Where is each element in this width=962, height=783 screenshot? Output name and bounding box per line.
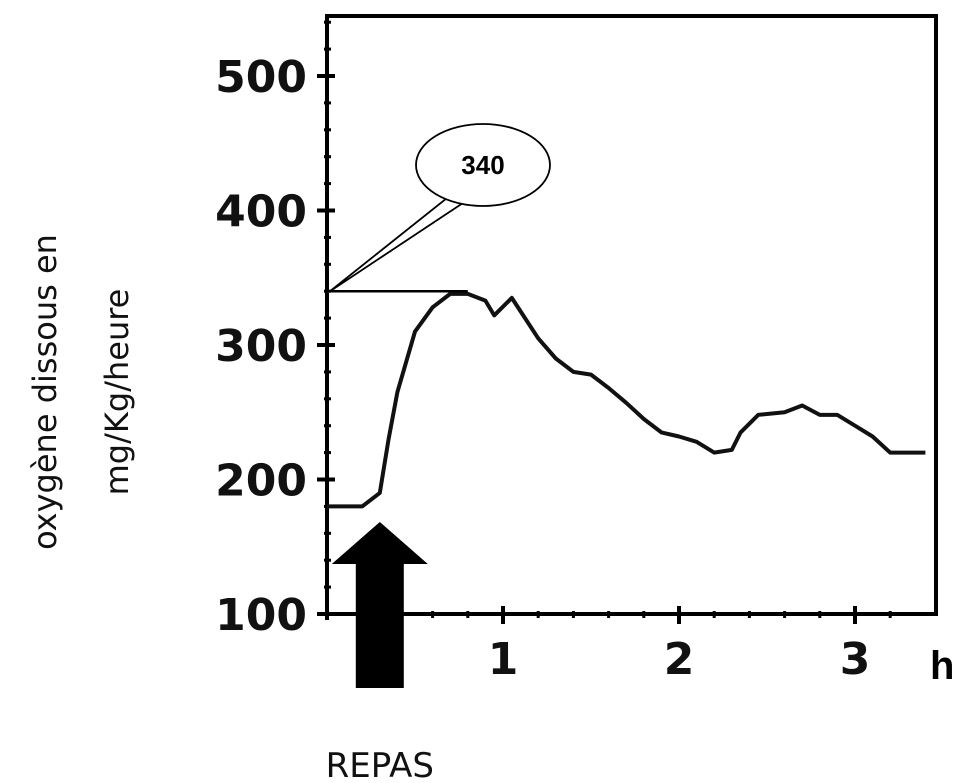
- oxygen-series-line: [327, 291, 926, 509]
- callout-pointer: [329, 192, 468, 292]
- x-tick-label-1: 1: [488, 634, 519, 685]
- x-tick-label-3: 3: [840, 634, 871, 685]
- y-tick-label-200: 200: [215, 456, 307, 507]
- callout-bubble: [415, 123, 551, 207]
- meal-event-label: REPAS: [326, 746, 434, 783]
- x-ticks: 1 2 3: [488, 606, 871, 685]
- minor-ticks: [324, 20, 892, 618]
- y-tick-label-400: 400: [215, 187, 307, 238]
- callout-value-label: 340: [461, 150, 504, 180]
- y-tick-label-300: 300: [215, 321, 307, 372]
- x-tick-label-2: 2: [664, 634, 695, 685]
- plot-frame: [325, 14, 938, 616]
- y-axis-title-line2: mg/Kg/heure: [98, 289, 136, 496]
- y-tick-label-500: 500: [215, 52, 307, 103]
- y-axis-title-line1: oxygène dissous en: [26, 234, 64, 550]
- x-axis-title: h: [930, 644, 954, 688]
- y-ticks: 100 200 300 400 500: [215, 52, 335, 641]
- meal-arrow-icon: [331, 522, 428, 688]
- y-tick-label-100: 100: [215, 590, 307, 641]
